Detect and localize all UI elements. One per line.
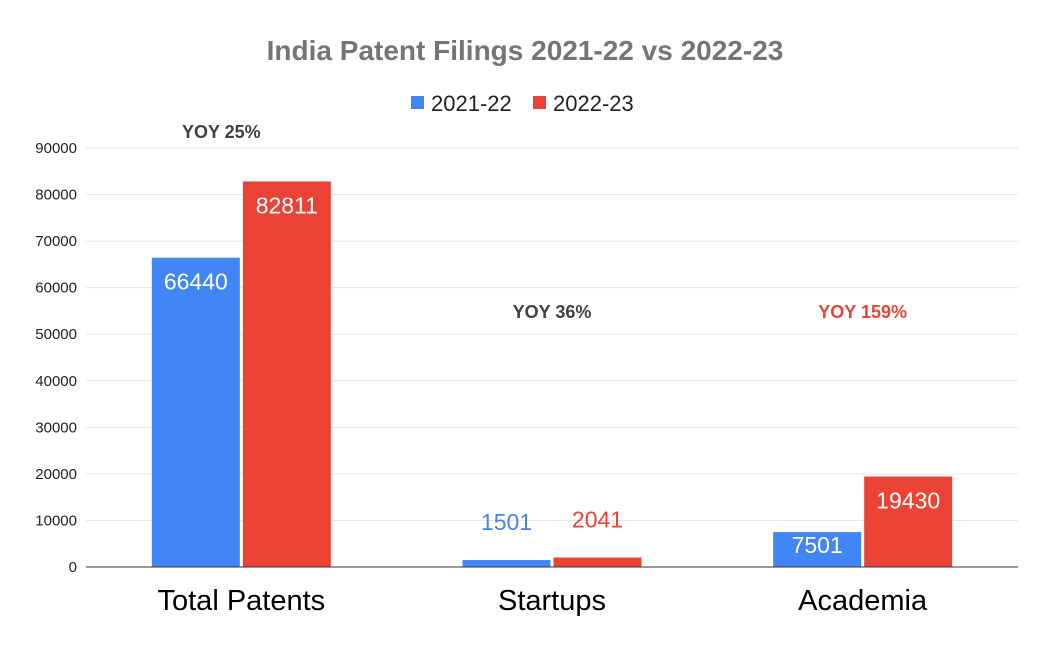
- bar-2021-22-startups: [462, 560, 551, 567]
- category-label-startups: Startups: [498, 585, 606, 617]
- y-tick-label-10000: 10000: [35, 512, 77, 529]
- y-tick-label-30000: 30000: [35, 419, 77, 436]
- y-tick-label-50000: 50000: [35, 326, 77, 343]
- data-label-2022-23-total-patents: 82811: [256, 192, 318, 218]
- data-label-2021-22-total-patents: 66440: [164, 269, 228, 295]
- y-tick-label-80000: 80000: [35, 187, 77, 204]
- yoy-annotation-startups: YOY 36%: [513, 302, 592, 322]
- data-label-2022-23-academia: 19430: [876, 488, 940, 514]
- y-tick-label-40000: 40000: [35, 373, 77, 390]
- yoy-annotations: YOY 25% YOY 36% YOY 159%: [182, 122, 907, 322]
- legend: 2021-22 2022-23: [411, 91, 634, 116]
- gridlines: [86, 147, 1018, 521]
- bar-2022-23-academia: [864, 476, 953, 567]
- bar-2021-22-total-patents: [151, 257, 240, 567]
- legend-swatch-2022-23: [533, 96, 546, 109]
- legend-label-2022-23: 2022-23: [553, 91, 634, 116]
- y-tick-label-90000: 90000: [35, 140, 77, 157]
- category-label-total-patents: Total Patents: [158, 585, 326, 617]
- y-tick-label-0: 0: [69, 559, 77, 576]
- y-tick-label-70000: 70000: [35, 233, 77, 250]
- data-label-2021-22-startups: 1501: [481, 509, 532, 535]
- yoy-annotation-academia: YOY 159%: [818, 302, 907, 322]
- bar-2022-23-total-patents: [242, 181, 331, 567]
- data-labels: 66440 82811 1501 2041 7501 19430: [164, 192, 940, 558]
- yoy-annotation-total-patents: YOY 25%: [182, 122, 261, 142]
- chart-title: India Patent Filings 2021-22 vs 2022-23: [267, 35, 784, 66]
- legend-swatch-2021-22: [411, 96, 424, 109]
- data-label-2022-23-startups: 2041: [572, 506, 623, 532]
- y-axis-ticks: 0 10000 20000 30000 40000 50000 60000 70000 8000…: [35, 140, 77, 576]
- category-label-academia: Academia: [798, 585, 928, 617]
- bar-2022-23-startups: [553, 557, 642, 567]
- bar-2021-22-academia: [773, 532, 862, 567]
- bars: [151, 181, 953, 567]
- y-tick-label-20000: 20000: [35, 466, 77, 483]
- category-labels: Total Patents Startups Academia: [158, 585, 929, 617]
- legend-label-2021-22: 2021-22: [431, 91, 512, 116]
- y-tick-label-60000: 60000: [35, 280, 77, 297]
- data-label-2021-22-academia: 7501: [792, 532, 843, 558]
